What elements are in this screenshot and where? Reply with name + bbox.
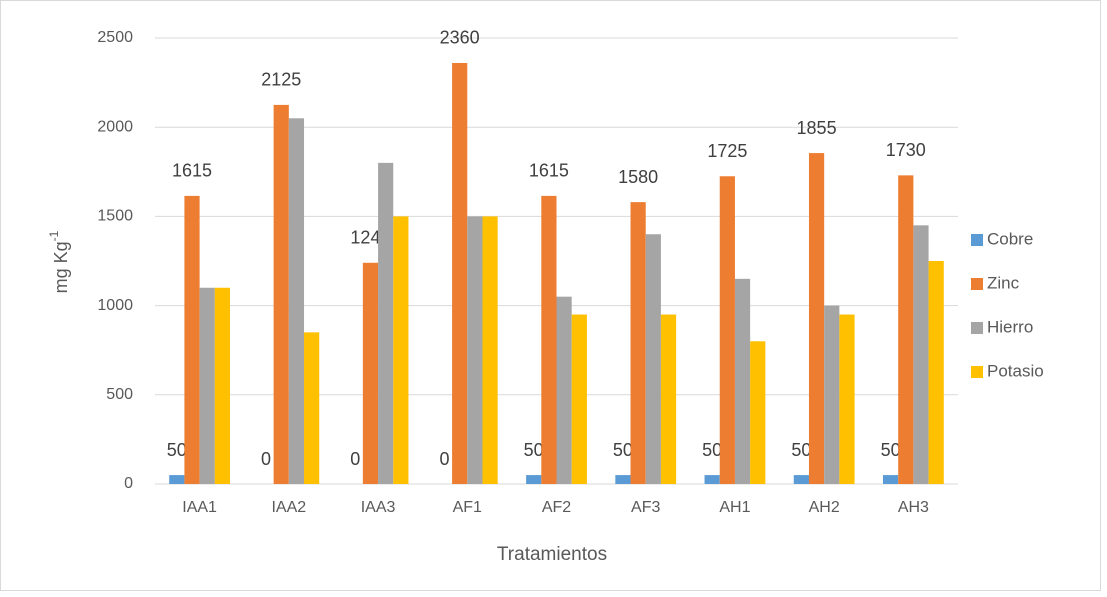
y-axis-title-text: mg Kg: [51, 241, 71, 293]
bar: [362, 262, 379, 484]
bar: [482, 216, 498, 484]
legend-swatch: [971, 278, 983, 290]
x-axis-title: Tratamientos: [497, 544, 607, 565]
bar: [199, 287, 215, 484]
data-label: 1730: [886, 140, 926, 160]
bar: [378, 162, 394, 484]
bar: [630, 202, 646, 485]
x-tick-label: IAA3: [361, 499, 396, 516]
bar: [541, 195, 557, 484]
bar: [452, 62, 468, 484]
data-label: 2360: [440, 28, 480, 48]
legend-swatch: [971, 234, 983, 246]
bar: [214, 287, 231, 484]
bar: [913, 225, 929, 484]
legend-swatch: [971, 322, 983, 334]
bar: [526, 475, 542, 484]
legend-label: Cobre: [987, 229, 1033, 248]
data-label: 1580: [618, 167, 658, 187]
data-label: 0: [261, 449, 271, 469]
bar: [734, 278, 751, 484]
data-label: 50: [167, 440, 187, 460]
data-label: 1855: [797, 118, 837, 138]
bar: [704, 475, 720, 484]
y-axis-title: mg Kg-1: [47, 230, 71, 293]
bar: [273, 104, 289, 485]
y-tick-label: 2000: [97, 118, 133, 135]
data-label: 50: [613, 440, 633, 460]
y-axis-title-superscript: -1: [47, 230, 61, 241]
y-tick-label: 500: [106, 386, 133, 403]
data-label: 0: [350, 449, 360, 469]
bar: [660, 314, 677, 484]
bar: [393, 216, 409, 484]
y-tick-label: 1000: [97, 297, 133, 314]
x-tick-label: AF1: [453, 499, 482, 516]
bar: [793, 475, 809, 484]
y-tick-label: 0: [124, 475, 133, 492]
bar: [808, 153, 825, 484]
x-tick-label: IAA2: [271, 499, 306, 516]
data-label: 50: [791, 440, 811, 460]
data-label: 1615: [529, 161, 569, 181]
bar: [169, 475, 185, 484]
data-label: 50: [702, 440, 722, 460]
data-label: 50: [881, 440, 901, 460]
bar: [645, 234, 661, 484]
bar: [898, 175, 914, 485]
data-label: 50: [524, 440, 544, 460]
bar: [839, 314, 855, 484]
bar: [882, 475, 899, 484]
bar: [571, 314, 587, 484]
bar: [184, 195, 200, 484]
x-tick-label: IAA1: [182, 499, 217, 516]
y-tick-label: 2500: [97, 29, 133, 46]
bar: [928, 261, 944, 484]
bar: [467, 216, 483, 484]
x-tick-label: AH1: [719, 499, 750, 516]
bar: [304, 332, 320, 484]
data-label: 1615: [172, 161, 212, 181]
bar: [824, 305, 840, 484]
data-label: 1725: [707, 141, 747, 161]
legend-swatch: [971, 366, 983, 378]
bar: [556, 296, 572, 484]
y-tick-label: 1500: [97, 208, 133, 225]
data-label: 0: [439, 449, 449, 469]
bar: [615, 475, 631, 484]
legend-label: Hierro: [987, 317, 1033, 336]
bar: [750, 341, 766, 484]
bar: [288, 118, 305, 484]
x-tick-label: AH2: [809, 499, 840, 516]
legend-label: Potasio: [987, 361, 1044, 380]
data-label: 2125: [261, 70, 301, 90]
x-tick-label: AF2: [542, 499, 571, 516]
legend-label: Zinc: [987, 273, 1020, 292]
x-tick-label: AF3: [631, 499, 660, 516]
bar: [719, 176, 735, 484]
x-tick-label: AH3: [898, 499, 929, 516]
